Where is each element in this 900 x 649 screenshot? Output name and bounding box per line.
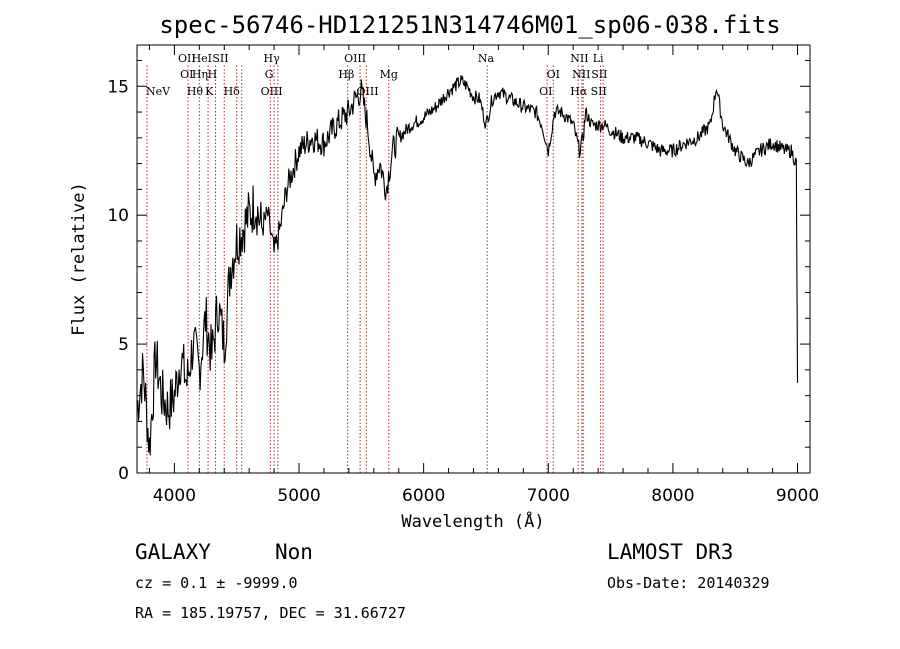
line-label: OI bbox=[180, 68, 193, 81]
line-label: OIII bbox=[357, 85, 379, 98]
line-label: Hθ bbox=[187, 85, 204, 98]
x-axis-label: Wavelength (Å) bbox=[401, 510, 544, 532]
line-label: OII bbox=[178, 52, 196, 65]
line-label: Na bbox=[478, 52, 495, 65]
y-axis-label: Flux (relative) bbox=[69, 182, 89, 336]
line-label: Hη bbox=[192, 68, 208, 81]
y-tick-label: 10 bbox=[107, 206, 129, 226]
line-label: Hδ bbox=[224, 85, 241, 98]
x-tick-label: 9000 bbox=[776, 486, 819, 506]
y-tick-label: 0 bbox=[118, 464, 129, 484]
obs-date: Obs-Date: 20140329 bbox=[607, 574, 770, 592]
line-label: K bbox=[205, 85, 214, 98]
chart-title: spec-56746-HD121251N314746M01_sp06-038.f… bbox=[159, 11, 780, 39]
y-tick-label: 15 bbox=[107, 77, 129, 97]
x-tick-label: 6000 bbox=[402, 486, 445, 506]
line-label: SII bbox=[591, 85, 607, 98]
x-tick-label: 4000 bbox=[153, 486, 196, 506]
line-label: HeI bbox=[192, 52, 212, 65]
survey-label: LAMOST DR3 bbox=[607, 540, 734, 564]
line-label: G bbox=[265, 68, 274, 81]
line-label: Hβ bbox=[338, 68, 354, 81]
emission-line-markers bbox=[146, 65, 604, 473]
line-label: SII bbox=[591, 68, 607, 81]
line-label: Mg bbox=[380, 68, 398, 81]
line-label: NII bbox=[572, 68, 590, 81]
line-label: Li bbox=[593, 52, 604, 65]
line-label: SII bbox=[212, 52, 228, 65]
y-tick-label: 5 bbox=[118, 335, 129, 355]
line-label: OIII bbox=[344, 52, 366, 65]
x-tick-label: 7000 bbox=[527, 486, 570, 506]
line-label: OI bbox=[539, 85, 552, 98]
line-label: Hγ bbox=[264, 52, 281, 65]
subclass: Non bbox=[275, 540, 313, 564]
line-label: OI bbox=[547, 68, 560, 81]
line-label: OIII bbox=[261, 85, 283, 98]
x-tick-label: 5000 bbox=[277, 486, 320, 506]
y-axis: 0 5 10 15 bbox=[107, 59, 810, 484]
object-class: GALAXY bbox=[135, 540, 211, 564]
redshift-line: cz = 0.1 ± -9999.0 bbox=[135, 574, 298, 592]
x-axis: 4000 5000 6000 7000 8000 9000 bbox=[148, 45, 819, 506]
spectrum-line bbox=[136, 75, 799, 456]
x-tick-label: 8000 bbox=[651, 486, 694, 506]
coordinates-line: RA = 185.19757, DEC = 31.66727 bbox=[135, 604, 406, 622]
line-label: H bbox=[208, 68, 218, 81]
line-label: NeV bbox=[146, 85, 171, 98]
line-label: Hα bbox=[570, 85, 588, 98]
line-label: NII bbox=[570, 52, 588, 65]
